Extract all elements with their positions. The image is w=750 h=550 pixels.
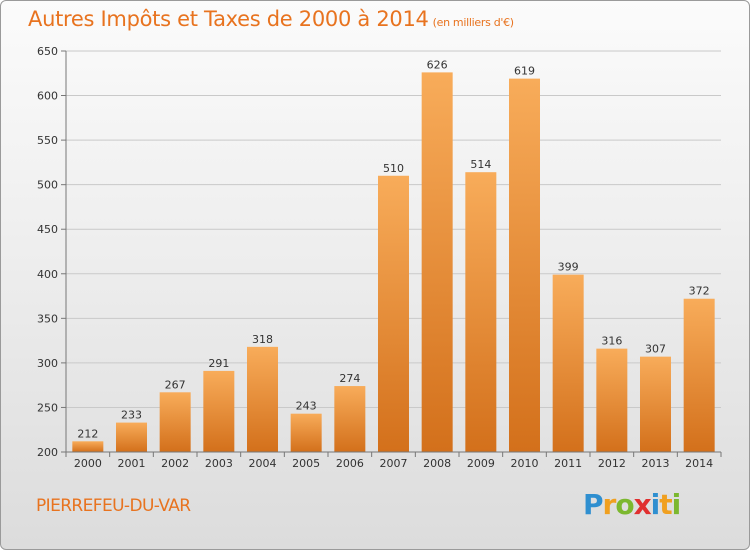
- data-label-2001: 233: [121, 409, 142, 422]
- chart-title-text: Autres Impôts et Taxes de 2000 à 2014: [28, 7, 429, 31]
- data-label-2009: 514: [470, 158, 491, 171]
- y-tick-label: 300: [37, 357, 58, 370]
- bar-2007: [378, 175, 409, 452]
- data-label-2004: 318: [252, 333, 273, 346]
- bar-2002: [159, 392, 191, 452]
- chart-subtitle: (en milliers d'€): [432, 16, 514, 29]
- data-label-2008: 626: [427, 58, 448, 71]
- x-tick-label-2011: 2011: [554, 457, 582, 470]
- x-tick-label-2004: 2004: [249, 457, 277, 470]
- logo-letter: r: [602, 488, 617, 521]
- data-label-2012: 316: [601, 335, 622, 348]
- y-tick-label: 350: [37, 312, 58, 325]
- bar-2014: [683, 298, 715, 452]
- x-tick-label-2014: 2014: [685, 457, 713, 470]
- data-label-2014: 372: [689, 285, 710, 298]
- y-tick-label: 400: [37, 268, 58, 281]
- y-tick-label: 650: [37, 45, 58, 58]
- x-tick-label-2002: 2002: [161, 457, 189, 470]
- x-tick-label-2008: 2008: [423, 457, 451, 470]
- y-tick-label: 450: [37, 223, 58, 236]
- logo-letter: o: [615, 488, 634, 521]
- logo-letter: P: [583, 488, 604, 521]
- logo-letter: i: [650, 488, 661, 521]
- x-tick-label-2005: 2005: [292, 457, 320, 470]
- logo-letter: i: [671, 488, 682, 521]
- bar-2000: [72, 441, 104, 452]
- x-tick-label-2007: 2007: [380, 457, 408, 470]
- data-label-2000: 212: [77, 427, 98, 440]
- data-label-2010: 619: [514, 65, 535, 78]
- logo-letter: t: [659, 488, 672, 521]
- bar-2006: [334, 386, 366, 452]
- x-tick-label-2003: 2003: [205, 457, 233, 470]
- x-tick-label-2001: 2001: [118, 457, 146, 470]
- data-label-2007: 510: [383, 162, 404, 175]
- town-name: PIERREFEU-DU-VAR: [36, 496, 191, 516]
- x-tick-label-2009: 2009: [467, 457, 495, 470]
- bar-2003: [203, 370, 235, 452]
- x-tick-label-2013: 2013: [642, 457, 670, 470]
- y-tick-label: 600: [37, 90, 58, 103]
- x-tick-label-2010: 2010: [511, 457, 539, 470]
- data-label-2011: 399: [558, 261, 579, 274]
- bar-2013: [640, 356, 671, 452]
- x-tick-label-2000: 2000: [74, 457, 102, 470]
- data-label-2013: 307: [645, 343, 666, 356]
- y-tick-label: 500: [37, 179, 58, 192]
- x-tick-label-2012: 2012: [598, 457, 626, 470]
- bar-2012: [596, 348, 628, 452]
- data-label-2005: 243: [296, 400, 317, 413]
- logo-letter: x: [633, 488, 652, 521]
- bar-2009: [465, 172, 497, 453]
- bar-2008: [421, 72, 453, 453]
- data-label-2003: 291: [208, 357, 229, 370]
- chart-title: Autres Impôts et Taxes de 2000 à 2014 (en…: [28, 7, 514, 31]
- bar-2001: [116, 422, 147, 452]
- bar-2005: [290, 413, 322, 452]
- x-tick-label-2006: 2006: [336, 457, 364, 470]
- y-tick-label: 250: [37, 401, 58, 414]
- bar-2010: [509, 78, 540, 452]
- y-tick-label: 200: [37, 446, 58, 459]
- data-label-2002: 267: [165, 378, 186, 391]
- bar-2004: [247, 346, 278, 452]
- y-tick-label: 550: [37, 134, 58, 147]
- proxiti-logo[interactable]: Proxiti: [583, 488, 682, 521]
- data-label-2006: 274: [339, 372, 360, 385]
- data-labels: 212 233 267 291 318 243 274 510 626 514 619 399 316 3…: [77, 58, 709, 440]
- bars: [72, 72, 715, 453]
- axes: 200 250 300 350 400 450 500 550 600 650 2000 2001 20…: [37, 45, 722, 470]
- bar-2011: [552, 274, 584, 452]
